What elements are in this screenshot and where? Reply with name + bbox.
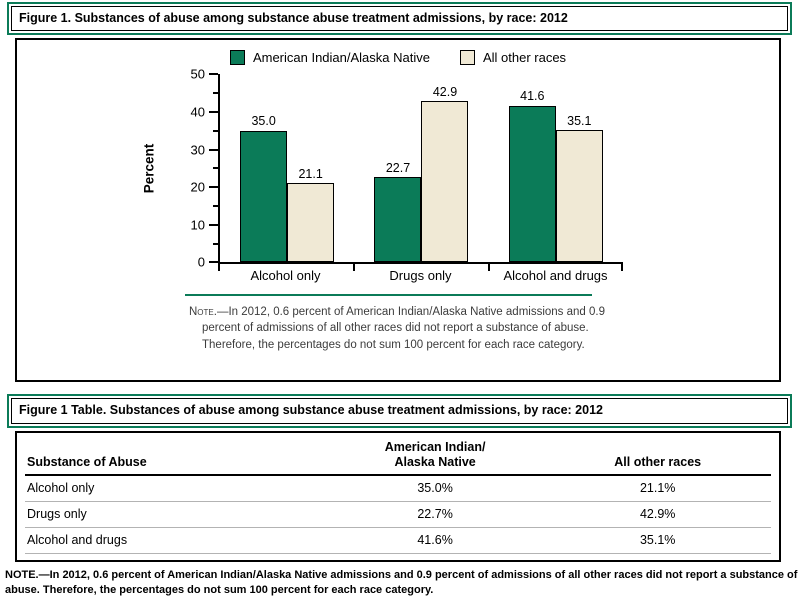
col-header-all-other: All other races: [614, 454, 702, 469]
cell-ai-an-percent: 22.7%: [417, 506, 453, 521]
y-tick-minor: [213, 204, 218, 207]
col-header-substance: Substance of Abuse: [27, 454, 147, 469]
bar-group: 22.7 42.9: [354, 74, 488, 263]
legend-item-0: American Indian/Alaska Native: [229, 50, 430, 66]
bar-with-label: 35.0: [240, 114, 288, 263]
bar: [421, 101, 469, 263]
chart-note: Note.—In 2012, 0.6 percent of American I…: [189, 304, 634, 352]
y-tick-major: [209, 261, 218, 264]
chart-panel: American Indian/Alaska Native All other r…: [15, 38, 781, 383]
x-tick: [621, 264, 623, 272]
bar: [240, 130, 288, 263]
y-tick-label: 20: [190, 179, 205, 195]
chart-note-divider: [185, 294, 592, 297]
y-tick-major: [209, 73, 218, 76]
table-title-bar: Figure 1 Table. Substances of abuse amon…: [7, 394, 792, 428]
legend-item-1: All other races: [459, 50, 567, 66]
y-tick-label: 10: [190, 217, 205, 233]
bar-with-label: 41.6: [508, 89, 556, 263]
bar-value-label: 35.1: [567, 113, 592, 128]
bar-with-label: 35.1: [555, 113, 603, 263]
bar-chart-plot: Percent 35.0 21.1 22.7 42.9 41.6 35.1 0 10 20 30…: [142, 68, 623, 272]
y-tick-label: 30: [190, 142, 205, 158]
bar-value-label: 42.9: [432, 84, 458, 99]
table-body: Alcohol only 35.0% 21.1% Drugs only 22.7% 42.…: [17, 476, 779, 554]
table-row: Alcohol only 35.0% 21.1%: [25, 476, 771, 502]
bar-groups: 35.0 21.1 22.7 42.9 41.6 35.1: [220, 74, 623, 263]
bar-value-label: 41.6: [520, 89, 545, 104]
y-tick-minor: [213, 92, 218, 95]
bar-with-label: 21.1: [287, 166, 335, 263]
table-row: Alcohol and drugs 41.6% 35.1%: [25, 528, 771, 554]
legend-swatch-icon: [459, 50, 475, 66]
chart-note-prefix: Note.: [189, 306, 217, 319]
chart-legend: American Indian/Alaska Native All other r…: [17, 40, 779, 66]
y-tick-minor: [213, 129, 218, 132]
y-tick-major: [209, 110, 218, 113]
category-label: Drugs only: [389, 268, 452, 284]
legend-label: All other races: [482, 50, 567, 66]
table-title: Figure 1 Table. Substances of abuse amon…: [11, 398, 788, 424]
bar-value-label: 22.7: [385, 160, 411, 175]
y-axis-label: Percent: [141, 143, 157, 194]
y-tick-label: 0: [197, 254, 205, 270]
table-note: NOTE.—In 2012, 0.6 percent of American I…: [5, 568, 798, 596]
bar-with-label: 22.7: [374, 160, 422, 263]
cell-substance: Drugs only: [27, 506, 87, 521]
bar-group: 35.0 21.1: [220, 74, 354, 263]
cell-all-other-percent: 42.9%: [639, 506, 676, 521]
y-tick-label: 50: [190, 66, 205, 82]
figure-title-bar: Figure 1. Substances of abuse among subs…: [7, 2, 792, 36]
legend-swatch-icon: [229, 50, 245, 66]
y-tick-minor: [213, 167, 218, 170]
legend-label: American Indian/Alaska Native: [252, 50, 430, 66]
bar-value-label: 35.0: [251, 114, 276, 129]
table-header-rule: [25, 473, 771, 476]
x-tick: [218, 264, 220, 272]
cell-ai-an-percent: 35.0%: [417, 480, 453, 495]
bar-group: 41.6 35.1: [489, 74, 623, 263]
y-tick-minor: [213, 242, 218, 245]
cell-substance: Alcohol and drugs: [27, 532, 128, 547]
bar: [374, 177, 422, 263]
cell-all-other-percent: 21.1%: [639, 480, 676, 495]
bar: [287, 183, 335, 263]
x-axis-category-labels: Alcohol only Drugs only Alcohol and drugs: [218, 268, 623, 283]
category-label: Alcohol only: [250, 268, 321, 284]
cell-substance: Alcohol only: [27, 480, 95, 495]
bar-with-label: 42.9: [421, 84, 469, 263]
table-row: Drugs only 22.7% 42.9%: [25, 502, 771, 528]
table-header-row: Substance of Abuse American Indian/ Alas…: [17, 433, 779, 474]
bar: [555, 130, 603, 263]
y-tick-major: [209, 186, 218, 189]
category-label: Alcohol and drugs: [503, 268, 608, 284]
x-tick: [353, 264, 356, 272]
chart-note-text: —In 2012, 0.6 percent of American Indian…: [202, 306, 605, 351]
table-panel: Substance of Abuse American Indian/ Alas…: [15, 430, 781, 562]
y-tick-major: [209, 148, 218, 151]
bar-value-label: 21.1: [298, 166, 323, 181]
figure-title: Figure 1. Substances of abuse among subs…: [11, 6, 788, 32]
y-tick-label: 40: [190, 104, 205, 120]
cell-all-other-percent: 35.1%: [639, 532, 676, 547]
x-tick: [487, 264, 490, 272]
bar: [508, 105, 556, 263]
cell-ai-an-percent: 41.6%: [417, 532, 453, 547]
y-tick-major: [209, 223, 218, 226]
col-header-ai-an: American Indian/ Alaska Native: [384, 439, 486, 469]
